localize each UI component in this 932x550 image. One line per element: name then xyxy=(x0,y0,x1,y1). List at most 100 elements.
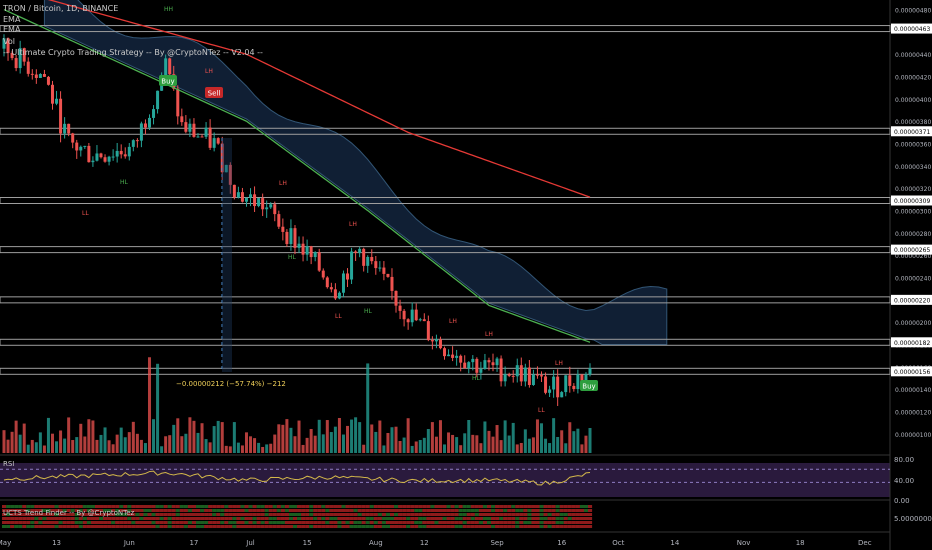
time-tick: Nov xyxy=(737,539,751,547)
candle-body xyxy=(289,228,293,244)
volume-bar xyxy=(265,444,269,453)
volume-bar xyxy=(346,425,350,453)
trend-cell xyxy=(248,505,253,508)
trend-cell xyxy=(280,521,285,524)
trend-cell xyxy=(588,525,593,528)
trend-cell xyxy=(462,521,467,524)
trend-cell xyxy=(317,521,322,524)
trend-cell xyxy=(543,509,548,512)
trend-cell xyxy=(252,505,257,508)
trend-cell xyxy=(515,521,520,524)
candle-body xyxy=(487,360,491,363)
trend-cell xyxy=(288,521,294,524)
candle-body xyxy=(168,58,172,75)
volume-bar xyxy=(325,420,329,453)
trend-cell xyxy=(357,513,362,516)
trend-cell xyxy=(321,521,326,524)
volume-bar xyxy=(273,434,277,453)
candle-body xyxy=(479,368,483,373)
indicator-ema-2[interactable]: EMA xyxy=(3,25,21,34)
trend-cell xyxy=(515,505,520,508)
trend-cell xyxy=(527,525,532,528)
trend-cell xyxy=(515,517,520,520)
symbol-title[interactable]: TRON / Bitcoin, 1D, BINANCE xyxy=(3,4,119,13)
trend-cell xyxy=(38,521,43,524)
trend-cell xyxy=(414,521,419,524)
trend-cell xyxy=(42,521,47,524)
trend-cell xyxy=(200,509,205,512)
indicator-ema-1[interactable]: EMA xyxy=(3,15,21,24)
price-axis[interactable]: 0.00000480 0.00000440 0.00000420 0.00000400… xyxy=(891,8,932,439)
trend-cell xyxy=(147,521,152,524)
candle-body xyxy=(455,355,459,358)
trend-cell xyxy=(135,513,140,516)
trend-cell xyxy=(535,521,540,524)
price-tick: 0.00000400 xyxy=(895,97,931,104)
trend-cell xyxy=(38,509,43,512)
trend-cell xyxy=(579,521,585,524)
trend-cell xyxy=(272,525,277,528)
trend-cell xyxy=(406,513,411,516)
trend-cell xyxy=(240,521,245,524)
trend-cell xyxy=(191,525,197,528)
candle-body xyxy=(503,374,507,382)
volume-bar xyxy=(160,446,164,453)
trend-cell xyxy=(127,509,132,512)
trend-cell xyxy=(301,513,306,516)
volume-bar xyxy=(289,427,293,453)
trend-cell xyxy=(252,517,257,520)
price-tick: 0.00000340 xyxy=(895,164,931,171)
trend-cell xyxy=(204,509,209,512)
trend-cell xyxy=(179,505,184,508)
trend-cell xyxy=(325,517,330,520)
price-tick: 0.00000420 xyxy=(895,75,931,82)
candle-body xyxy=(560,392,564,398)
trend-cell xyxy=(406,525,411,528)
indicator-strategy[interactable]: -- Ultimate Crypto Trading Strategy -- B… xyxy=(3,48,263,57)
trend-cell xyxy=(58,513,63,516)
volume-bar xyxy=(63,438,67,453)
candle-body xyxy=(507,374,511,376)
buy-signal-label: Buy xyxy=(159,75,177,86)
trend-cell xyxy=(115,505,120,508)
trend-cell xyxy=(579,509,585,512)
rsi-series xyxy=(3,470,591,486)
trend-cell xyxy=(309,505,314,508)
trend-cell xyxy=(34,509,39,512)
trend-cell xyxy=(244,505,249,508)
trend-cell xyxy=(6,505,11,508)
trend-cell xyxy=(515,513,520,516)
trend-cell xyxy=(208,509,213,512)
indicator-vol[interactable]: Vol xyxy=(3,37,15,46)
trend-cell xyxy=(365,513,370,516)
trend-cell xyxy=(394,521,399,524)
trend-cell xyxy=(579,525,585,528)
candle-body xyxy=(576,374,580,390)
trend-cell xyxy=(167,517,172,520)
trend-cell xyxy=(82,517,87,520)
trend-cell xyxy=(511,509,516,512)
trend-cell xyxy=(418,505,423,508)
trend-cell xyxy=(195,505,201,508)
trend-cell xyxy=(163,513,168,516)
trend-cell xyxy=(204,505,209,508)
trend-cell xyxy=(499,509,504,512)
trend-cell xyxy=(446,509,451,512)
trend-cell xyxy=(66,525,71,528)
trend-cell xyxy=(398,509,403,512)
trend-cell xyxy=(462,517,467,520)
trend-cell xyxy=(385,505,391,508)
trend-cell xyxy=(551,521,556,524)
time-axis[interactable]: May 13 Jun 17 Jul 15 Aug 12 Sep 16 Oct 14 Nov 18 Dec xyxy=(0,539,872,547)
trend-finder-stripes xyxy=(2,505,593,528)
trend-cell xyxy=(499,525,504,528)
trend-cell xyxy=(195,513,201,516)
trend-cell xyxy=(30,505,35,508)
trend-cell xyxy=(410,509,415,512)
volume-bar xyxy=(301,444,305,453)
trend-cell xyxy=(337,505,342,508)
trend-cell xyxy=(341,521,346,524)
volume-bar xyxy=(568,422,572,453)
trend-cell xyxy=(414,509,419,512)
